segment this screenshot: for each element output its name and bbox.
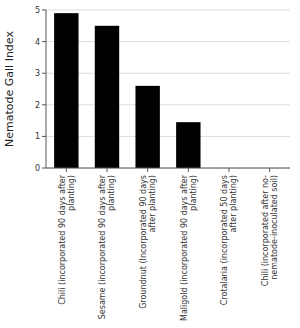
x-axis <box>66 168 269 172</box>
y-axis-label: Nematode Gall Index <box>3 31 16 147</box>
x-tick-label-line: Sesame (incorporated 90 days after <box>98 174 107 319</box>
bars <box>54 13 200 168</box>
x-tick-label-line: planting) <box>189 175 198 211</box>
x-tick <box>107 168 108 172</box>
y-tick <box>42 10 46 11</box>
y-tick-label: 5 <box>35 6 40 15</box>
bar <box>135 86 159 168</box>
chart: Chili (incorporated 90 days afterplantin… <box>0 0 300 328</box>
grid-line <box>46 136 290 137</box>
x-tick-label-line: after planting) <box>148 175 157 232</box>
bar <box>95 26 119 168</box>
x-tick <box>66 168 67 172</box>
x-tick-label-line: planting) <box>107 175 116 211</box>
x-tick-label-line: Maligold (incorporated 90 days after <box>180 174 189 321</box>
x-tick-label-line: Chili (incorporated after no- <box>261 175 270 286</box>
x-tick-label-line: Crotalaria (incorporated 50 days <box>220 175 229 305</box>
x-tick <box>229 168 230 172</box>
bar <box>176 122 200 168</box>
x-tick-label-line: Chili (incorporated 90 days after <box>58 174 67 304</box>
grid-line <box>46 168 290 169</box>
bar <box>54 13 78 168</box>
y-tick-label: 1 <box>35 132 40 141</box>
x-tick-label: Maligold (incorporated 90 days afterplan… <box>180 174 198 321</box>
y-tick-label: 3 <box>35 69 40 78</box>
x-tick-label: Crotalaria (incorporated 50 daysafter pl… <box>220 175 238 305</box>
x-tick <box>269 168 270 172</box>
x-tick-label-line: after planting) <box>229 175 238 232</box>
grid-line <box>46 10 290 11</box>
x-tick-label: Chili (incorporated after no-nematode-in… <box>261 175 279 286</box>
y-tick <box>42 104 46 105</box>
x-tick-label-line: Groundnut (Incorporated 90 days <box>139 175 148 309</box>
y-axis-line <box>46 10 47 168</box>
x-tick-label: Chili (incorporated 90 days afterplantin… <box>58 174 76 304</box>
y-tick <box>42 73 46 74</box>
x-tick-label: Groundnut (Incorporated 90 daysafter pla… <box>139 175 157 309</box>
x-tick-label-line: planting) <box>67 175 76 211</box>
x-tick <box>147 168 148 172</box>
grid-line <box>46 73 290 74</box>
grid <box>46 10 290 168</box>
y-tick <box>42 41 46 42</box>
x-tick-labels: Chili (incorporated 90 days afterplantin… <box>58 174 279 321</box>
x-tick-label: Sesame (incorporated 90 days afterplanti… <box>98 174 116 319</box>
x-axis-line <box>46 168 290 169</box>
y-tick <box>42 136 46 137</box>
x-tick-label-line: nematode-inoculated soil) <box>270 175 279 280</box>
y-tick-label: 4 <box>35 38 40 47</box>
grid-line <box>46 104 290 105</box>
y-tick-label: 2 <box>35 101 40 110</box>
y-axis: 0 1 2 3 4 5 <box>35 6 46 173</box>
x-tick <box>188 168 189 172</box>
y-tick-label: 0 <box>35 164 40 173</box>
y-tick <box>42 168 46 169</box>
grid-line <box>46 41 290 42</box>
